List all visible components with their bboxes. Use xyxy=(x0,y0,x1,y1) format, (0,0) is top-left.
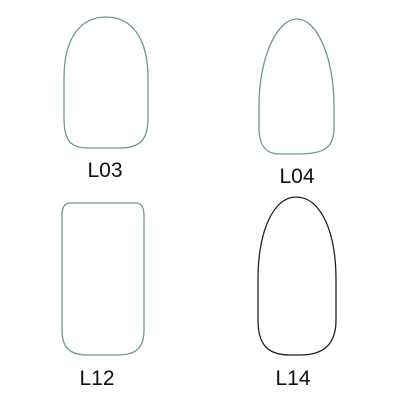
nail-label-l12: L12 xyxy=(79,367,114,390)
nail-label-l04: L04 xyxy=(279,165,314,188)
nail-label-l03: L03 xyxy=(87,159,122,182)
nail-outline-l03 xyxy=(63,16,149,149)
nail-shape-l04: L04 xyxy=(258,18,335,188)
nail-shape-l12: L12 xyxy=(61,202,145,390)
nail-outline-l12 xyxy=(61,202,145,356)
nail-label-l14: L14 xyxy=(275,367,310,390)
nail-shape-l14: L14 xyxy=(257,196,337,390)
nail-shape-l03: L03 xyxy=(63,16,149,182)
nail-outline-l14 xyxy=(257,196,337,356)
nail-outline-l04 xyxy=(258,18,335,155)
